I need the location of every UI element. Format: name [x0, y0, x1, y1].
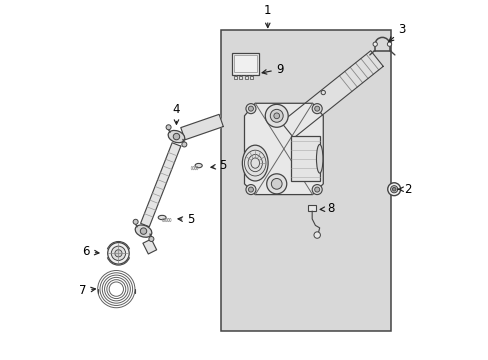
Text: 6: 6	[82, 246, 99, 258]
Polygon shape	[142, 239, 156, 254]
Ellipse shape	[168, 130, 184, 143]
Text: 5: 5	[178, 213, 194, 226]
Bar	[239, 76, 242, 79]
Text: 4: 4	[172, 103, 180, 124]
Polygon shape	[181, 114, 223, 140]
Polygon shape	[141, 143, 181, 227]
Circle shape	[107, 243, 129, 264]
Polygon shape	[281, 51, 383, 138]
Circle shape	[372, 42, 377, 46]
Circle shape	[311, 104, 322, 114]
Bar	[307, 204, 315, 211]
Circle shape	[314, 106, 319, 111]
Circle shape	[173, 133, 179, 140]
Circle shape	[248, 187, 253, 192]
Text: 5: 5	[210, 159, 226, 172]
Circle shape	[245, 185, 255, 195]
Text: 2: 2	[397, 183, 410, 196]
Text: 9: 9	[262, 63, 284, 76]
Circle shape	[386, 42, 391, 46]
Ellipse shape	[316, 144, 322, 173]
Circle shape	[166, 125, 171, 130]
Bar	[234, 76, 237, 79]
Circle shape	[387, 183, 400, 196]
Text: 1: 1	[264, 4, 271, 28]
Circle shape	[270, 109, 283, 122]
Circle shape	[133, 219, 138, 224]
Circle shape	[111, 246, 125, 261]
Ellipse shape	[135, 225, 151, 237]
Circle shape	[390, 186, 397, 193]
Circle shape	[271, 179, 282, 189]
Circle shape	[264, 104, 287, 127]
Circle shape	[148, 237, 154, 242]
Circle shape	[245, 104, 255, 114]
Ellipse shape	[242, 145, 267, 181]
Circle shape	[311, 185, 322, 195]
Bar	[250, 76, 253, 79]
Circle shape	[115, 250, 122, 257]
Ellipse shape	[158, 215, 166, 220]
Text: 8: 8	[320, 202, 334, 215]
Bar	[231, 53, 258, 75]
Circle shape	[273, 113, 279, 119]
Bar	[221, 30, 390, 330]
Circle shape	[266, 174, 286, 194]
Text: 3: 3	[388, 23, 405, 41]
Text: 7: 7	[79, 284, 95, 297]
Circle shape	[314, 187, 319, 192]
Bar	[233, 55, 257, 72]
Bar	[244, 76, 247, 79]
Circle shape	[140, 228, 146, 234]
Circle shape	[182, 142, 186, 147]
Ellipse shape	[195, 163, 202, 168]
Bar	[290, 136, 319, 181]
Circle shape	[313, 232, 320, 238]
Polygon shape	[244, 103, 323, 195]
Circle shape	[391, 188, 395, 191]
Circle shape	[248, 106, 253, 111]
